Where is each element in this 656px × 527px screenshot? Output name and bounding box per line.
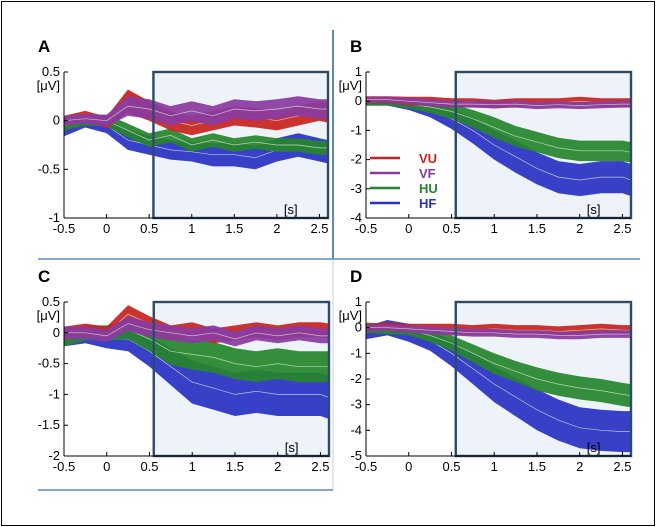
panel-b-label: B <box>350 37 362 56</box>
panel-d-ytick-label: 1 <box>355 294 362 309</box>
panel-a-ytick-label: 0 <box>53 113 60 128</box>
panel-c-xtick-label: 1 <box>189 459 196 474</box>
panel-b-ytick-label: 1 <box>355 64 362 79</box>
panel-c: 0.5 0 -0.5 -1 -1.5 -2 [μV] -0.5 0 0.5 1 1.5 2 2.5 [s] C <box>37 267 331 474</box>
panel-d-ytick-label: -5 <box>350 448 362 463</box>
panel-d-xunit: [s] <box>587 440 601 455</box>
panel-d-mean-vf <box>366 327 631 336</box>
panel-c-xtick-label: 2.5 <box>311 459 329 474</box>
panel-d-ytick-label: -4 <box>350 422 362 437</box>
panel-b-xtick-label: 2.5 <box>613 221 631 236</box>
panel-d-xtick-label: -0.5 <box>355 459 377 474</box>
legend-label-hu: HU <box>419 181 438 196</box>
panel-a-xtick-label: 1.5 <box>225 221 243 236</box>
panel-d-label: D <box>350 267 362 286</box>
panel-c-label: C <box>38 267 50 286</box>
panel-b-xunit: [s] <box>587 202 601 217</box>
panel-b-band-vf <box>366 96 631 110</box>
panel-c-ylabel: [μV] <box>37 308 60 323</box>
panel-c-xtick-label: 2 <box>274 459 281 474</box>
panel-d-ytick-label: 0 <box>355 320 362 335</box>
panel-b-ytick-label: -4 <box>350 210 362 225</box>
panel-a-mean-vf <box>64 105 328 122</box>
panel-d-band-hf <box>366 320 631 453</box>
panel-a-xtick-label: 2 <box>273 221 280 236</box>
panel-c-xtick-label: -0.5 <box>53 459 75 474</box>
panel-b-band-hf <box>366 96 631 197</box>
legend-label-vf: VF <box>419 166 436 181</box>
panel-c-xunit: [s] <box>285 440 299 455</box>
panel-c-mean-vf <box>64 323 329 340</box>
panel-a-xtick-label: 0 <box>103 221 110 236</box>
panel-c-ytick-label: -1 <box>48 386 60 401</box>
panel-d-ylabel: [μV] <box>339 308 362 323</box>
panel-b-xtick-label: 0.5 <box>442 221 460 236</box>
panel-c-xtick-label: 1.5 <box>226 459 244 474</box>
panel-b: 1 0 -1 -2 -3 -4 [μV] -0.5 0 0.5 1 1.5 2 2.5 [s] B <box>339 37 633 236</box>
panel-a-band-vf <box>64 96 328 127</box>
panel-c-band-hf <box>64 326 329 419</box>
panel-c-ytick-label: -0.5 <box>38 356 60 371</box>
panel-b-ytick-label: -3 <box>350 181 362 196</box>
panel-d-xtick-label: 1.5 <box>528 459 546 474</box>
panel-a-ytick-label: 0.5 <box>42 64 60 79</box>
panel-d-ytick-label: -3 <box>350 397 362 412</box>
panel-a-ytick-label: -1 <box>48 210 60 225</box>
panel-d: 1 0 -1 -2 -3 -4 -5 [μV] -0.5 0 0.5 1 1.5 2 2.5 [s] D <box>339 267 633 474</box>
panel-a-xtick-label: 0.5 <box>140 221 158 236</box>
panel-b-xtick-label: 1.5 <box>528 221 546 236</box>
panel-a-ylabel: [μV] <box>37 78 60 93</box>
panel-c-xtick-label: 0 <box>103 459 110 474</box>
panel-b-ytick-label: -1 <box>350 122 362 137</box>
panel-c-ytick-label: 0.5 <box>42 294 60 309</box>
panel-a: 0.50-0.5-1[μV]-0.5 0 0.5 1 1.5 2 2.5[s]A <box>37 37 330 236</box>
panel-c-ytick-label: -1.5 <box>38 417 60 432</box>
panel-b-xtick-label: -0.5 <box>355 221 377 236</box>
panel-d-xtick-label: 2 <box>576 459 583 474</box>
panel-b-xtick-label: 1 <box>491 221 498 236</box>
panel-d-xtick-label: 0 <box>405 459 412 474</box>
panel-d-xtick-label: 1 <box>491 459 498 474</box>
panel-a-xtick-label: 2.5 <box>310 221 328 236</box>
panel-b-mean-vf <box>366 99 631 106</box>
panel-a-xunit: [s] <box>284 202 298 217</box>
legend-label-vu: VU <box>419 151 437 166</box>
panel-b-ytick-label: -2 <box>350 152 362 167</box>
panel-a-ytick-label: -0.5 <box>38 161 60 176</box>
panel-c-band-hu <box>64 320 329 383</box>
panel-b-ylabel: [μV] <box>339 78 362 93</box>
panel-a-xtick-label: -0.5 <box>53 221 75 236</box>
panel-b-xtick-label: 0 <box>405 221 412 236</box>
panel-a-xtick-label: 1 <box>188 221 195 236</box>
panel-a-label: A <box>38 37 50 56</box>
legend-label-hf: HF <box>419 196 436 211</box>
panel-b-band-hu <box>366 96 631 163</box>
panel-c-ytick-label: -2 <box>48 448 60 463</box>
panel-d-xtick-label: 0.5 <box>442 459 460 474</box>
panel-d-xtick-label: 2.5 <box>613 459 631 474</box>
panel-c-ytick-label: 0 <box>53 325 60 340</box>
panel-c-xtick-label: 0.5 <box>140 459 158 474</box>
panel-b-xtick-label: 2 <box>576 221 583 236</box>
panel-a-band-hu <box>64 114 328 155</box>
panel-d-ytick-label: -2 <box>350 371 362 386</box>
panel-d-ytick-label: -1 <box>350 345 362 360</box>
panel-c-band-vf <box>64 316 329 347</box>
panel-b-ytick-label: 0 <box>355 93 362 108</box>
